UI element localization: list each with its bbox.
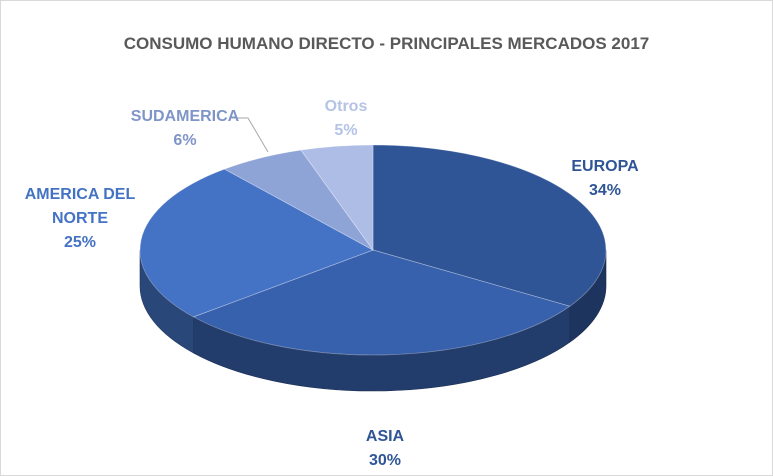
value-label: 30% bbox=[368, 452, 402, 469]
data-label: EUROPA 34% bbox=[571, 155, 638, 203]
value-label: 25% bbox=[63, 234, 97, 251]
data-label: ASIA 30% bbox=[366, 425, 404, 473]
value-label: 5% bbox=[334, 122, 358, 139]
pie-slice bbox=[139, 168, 374, 318]
category-label: SUDAMERICA bbox=[130, 108, 240, 125]
data-label: Otros 5% bbox=[325, 95, 368, 143]
leader-line bbox=[232, 117, 269, 153]
category-label: EUROPA bbox=[571, 158, 639, 175]
value-label: 34% bbox=[588, 182, 622, 199]
category-label: AMERICA DEL NORTE bbox=[24, 186, 136, 227]
data-label: SUDAMERICA 6% bbox=[131, 105, 239, 153]
category-label: ASIA bbox=[365, 428, 405, 445]
data-label: AMERICA DEL NORTE 25% bbox=[15, 183, 145, 255]
pie-slice bbox=[372, 144, 607, 307]
category-label: Otros bbox=[324, 98, 368, 115]
pie-slice bbox=[223, 149, 374, 251]
pie-slice bbox=[300, 144, 374, 252]
value-label: 6% bbox=[173, 132, 197, 149]
chart-title: CONSUMO HUMANO DIRECTO - PRINCIPALES MER… bbox=[123, 34, 650, 53]
pie-slice bbox=[192, 249, 571, 356]
